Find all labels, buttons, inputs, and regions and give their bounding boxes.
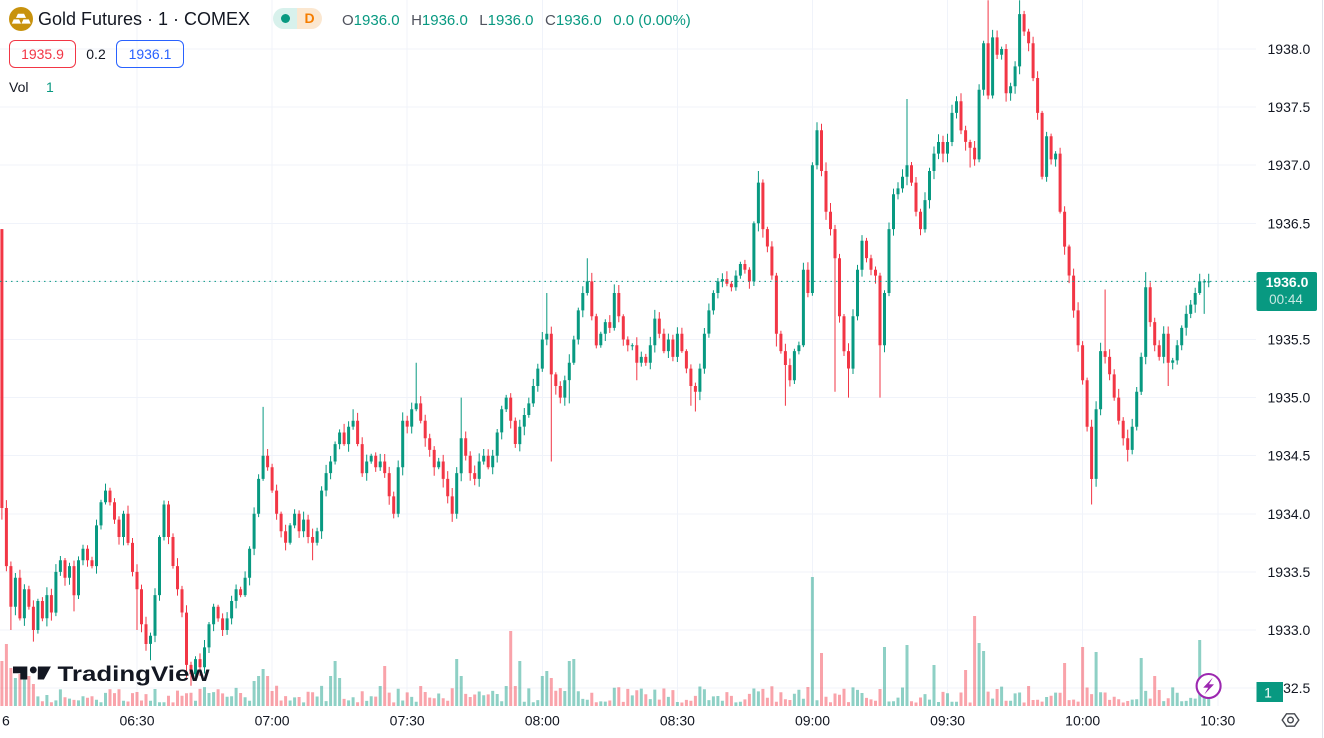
svg-text:10:00: 10:00	[1065, 713, 1100, 729]
svg-text:08:30: 08:30	[660, 713, 695, 729]
svg-text:1937.5: 1937.5	[1268, 99, 1311, 115]
svg-text:6: 6	[2, 713, 10, 729]
svg-text:1: 1	[1264, 685, 1272, 701]
svg-text:TradingView: TradingView	[58, 663, 211, 686]
svg-text:1938.0: 1938.0	[1268, 41, 1311, 57]
svg-text:1934.0: 1934.0	[1268, 506, 1311, 522]
svg-text:1936.0: 1936.0	[1266, 274, 1309, 290]
svg-text:07:30: 07:30	[390, 713, 425, 729]
svg-text:09:00: 09:00	[795, 713, 830, 729]
svg-text:08:00: 08:00	[525, 713, 560, 729]
svg-text:00:44: 00:44	[1269, 292, 1303, 307]
svg-text:07:00: 07:00	[255, 713, 290, 729]
svg-text:06:30: 06:30	[119, 713, 154, 729]
svg-text:1933.5: 1933.5	[1268, 564, 1311, 580]
svg-text:1935.5: 1935.5	[1268, 332, 1311, 348]
svg-text:1937.0: 1937.0	[1268, 157, 1311, 173]
svg-text:10:30: 10:30	[1200, 713, 1235, 729]
svg-text:09:30: 09:30	[930, 713, 965, 729]
svg-text:1933.0: 1933.0	[1268, 622, 1311, 638]
svg-text:1935.0: 1935.0	[1268, 390, 1311, 406]
svg-text:1936.5: 1936.5	[1268, 215, 1311, 231]
svg-text:1934.5: 1934.5	[1268, 448, 1311, 464]
